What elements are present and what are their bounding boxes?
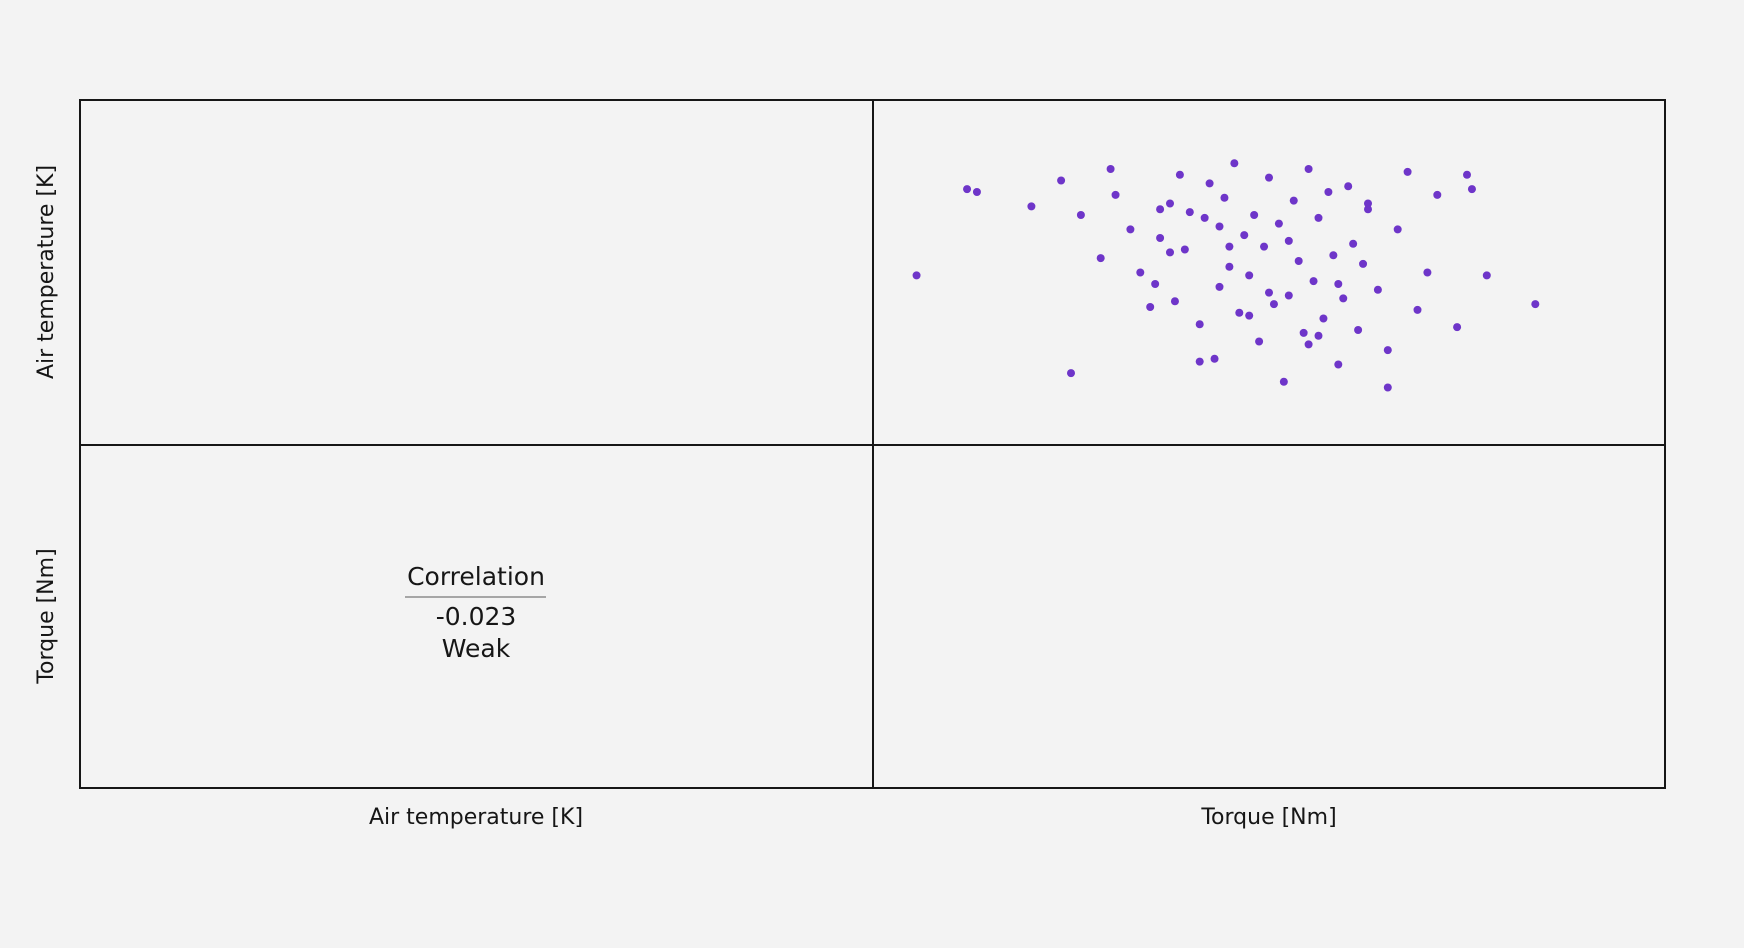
point: [1354, 326, 1363, 334]
point: [1235, 308, 1244, 317]
point: [1423, 268, 1432, 277]
point: [1463, 170, 1471, 179]
point: [1260, 242, 1269, 251]
point: [1265, 173, 1273, 182]
point: [1364, 205, 1372, 214]
point: [1175, 170, 1184, 179]
point: [1220, 193, 1229, 202]
point: [1195, 357, 1204, 366]
point: [1255, 337, 1264, 346]
point: [1185, 208, 1194, 217]
point: [1349, 239, 1358, 248]
point: [1106, 165, 1115, 173]
point: [1200, 213, 1209, 222]
point: [1156, 205, 1165, 214]
point: [1339, 294, 1348, 303]
point: [1215, 282, 1224, 291]
point: [1225, 242, 1234, 251]
point: [1146, 303, 1155, 311]
point: [1309, 277, 1318, 286]
point: [912, 271, 921, 280]
point: [1225, 262, 1234, 271]
correlation-strength: Weak: [442, 634, 511, 663]
point: [1230, 159, 1239, 168]
correlation-label: Correlation: [407, 562, 545, 591]
point: [1076, 211, 1085, 219]
point: [1304, 165, 1313, 173]
point: [1245, 271, 1254, 280]
point: [1265, 288, 1273, 297]
point: [1373, 285, 1382, 294]
point: [1205, 179, 1214, 188]
point: [1314, 213, 1323, 222]
point: [1151, 280, 1160, 288]
point: [1284, 291, 1293, 300]
point: [1240, 231, 1249, 240]
row-label: Air temperature [K]: [34, 165, 59, 379]
point: [1531, 300, 1540, 309]
point: [1467, 185, 1476, 194]
point: [1111, 190, 1120, 199]
point: [1289, 196, 1298, 205]
point: [1403, 167, 1412, 176]
point: [972, 188, 981, 196]
point: [1299, 328, 1308, 337]
point: [1279, 377, 1288, 386]
point: [1274, 219, 1283, 228]
point: [1383, 346, 1392, 355]
point: [1027, 202, 1036, 211]
column-label: Air temperature [K]: [369, 805, 583, 830]
point: [1304, 340, 1313, 349]
point: [1195, 320, 1204, 329]
point: [1126, 225, 1135, 234]
point: [1250, 211, 1259, 219]
row-label: Torque [Nm]: [34, 548, 59, 684]
point: [1319, 314, 1328, 323]
point: [1324, 188, 1333, 196]
point: [1359, 259, 1368, 268]
point: [1314, 331, 1323, 340]
point: [963, 185, 972, 194]
point: [1364, 199, 1372, 208]
point: [1067, 369, 1075, 378]
point: [1329, 251, 1338, 260]
point: [1170, 297, 1179, 306]
point: [1383, 383, 1392, 392]
point: [1284, 236, 1293, 245]
point: [1180, 245, 1189, 254]
point: [1156, 234, 1165, 242]
point: [1215, 222, 1224, 231]
point: [1453, 323, 1462, 332]
point: [1334, 360, 1343, 369]
point: [1393, 225, 1402, 234]
point: [1096, 254, 1105, 263]
point: [1057, 176, 1066, 185]
point: [1413, 305, 1422, 314]
point: [1166, 199, 1174, 208]
point: [1482, 271, 1491, 280]
point: [1166, 248, 1174, 257]
point: [1344, 182, 1353, 191]
point: [1136, 268, 1145, 277]
point: [1294, 257, 1303, 265]
correlation-value: -0.023: [436, 602, 517, 631]
point: [1334, 280, 1343, 288]
point: [1245, 311, 1254, 320]
point: [1210, 354, 1219, 363]
point: [1269, 300, 1278, 309]
column-label: Torque [Nm]: [1200, 805, 1336, 830]
point: [1433, 190, 1442, 199]
